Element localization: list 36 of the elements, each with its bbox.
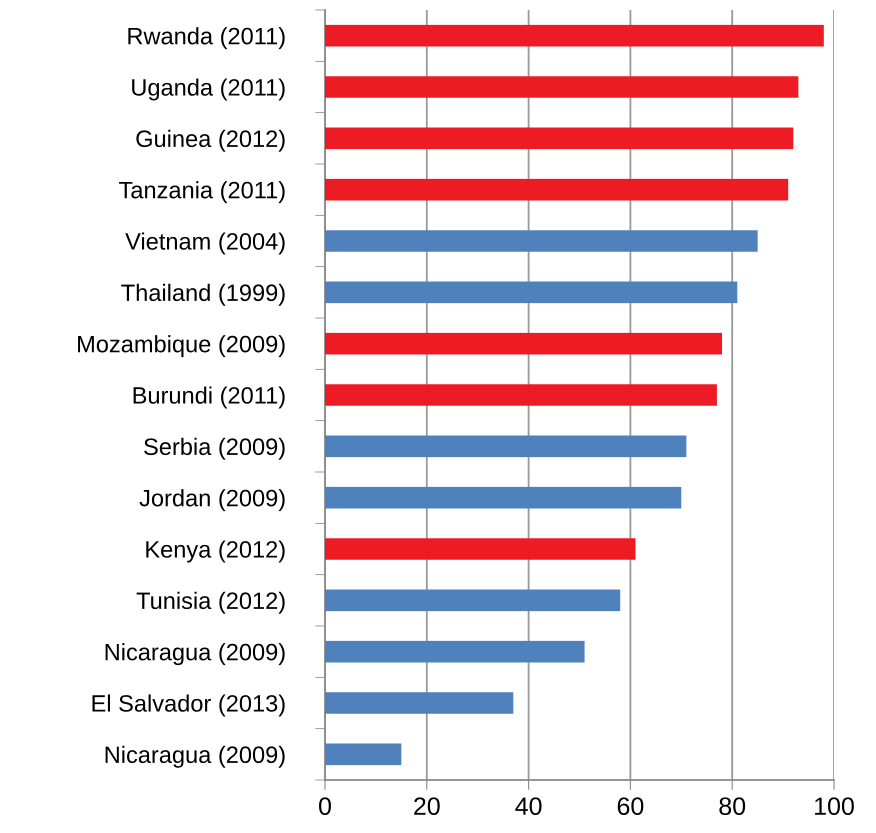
y-tick-label: Mozambique (2009) [78,335,285,358]
y-tick-label: Rwanda (2011) [128,27,285,50]
y-tick-label: Guinea (2012) [136,130,285,152]
x-tick-label: 80 [719,797,746,816]
y-tick-label: Thailand (1999) [121,284,285,306]
bar [325,332,722,354]
bar [325,178,788,200]
x-tick-label: 60 [618,797,644,816]
y-tick-label: Uganda (2011) [132,78,285,100]
bar [325,436,686,458]
bar [325,384,717,406]
bar [325,692,514,714]
y-tick-label: El Salvador (2013) [92,694,285,716]
bar [325,538,636,560]
bar [325,282,738,304]
bar [325,76,798,98]
y-tick-label: Serbia (2009) [144,438,285,460]
bar [325,640,585,662]
y-tick-label: Vietnam (2004) [125,232,285,254]
bar [325,590,620,612]
y-tick-label: Jordan (2009) [139,489,285,512]
x-tick-label: 100 [815,797,854,816]
bar [325,24,824,46]
bar [325,486,682,508]
x-tick-label: 0 [319,797,331,816]
bar [325,744,402,766]
y-tick-label: Nicaragua (2009) [106,643,285,666]
y-tick-label: Kenya (2012) [146,540,285,562]
x-tick-label: 20 [414,797,440,816]
y-tick-label: Burundi (2011) [134,386,285,408]
y-tick-label: Tanzania (2011) [119,181,285,204]
bar [325,230,758,252]
y-tick-label: Tunisia (2012) [136,592,285,614]
bar [325,128,794,150]
y-tick-label: Nicaragua (2009) [106,746,285,768]
x-tick-label: 40 [515,797,542,816]
